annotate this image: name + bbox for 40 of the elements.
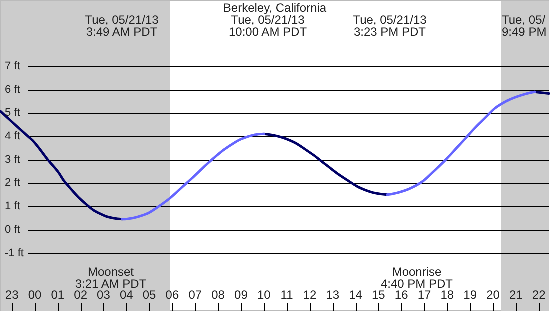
y-tick-label: 5 ft <box>5 107 20 120</box>
y-tick-label: 4 ft <box>5 130 20 142</box>
x-tick-label: 17 <box>418 288 432 302</box>
annotation: Moonset 3:21 AM PDT <box>75 265 148 291</box>
x-tick-label: 12 <box>303 288 317 302</box>
x-tick-label: 18 <box>440 288 454 302</box>
y-tick-label: -1 ft <box>5 247 24 260</box>
x-tick-label: 16 <box>394 288 409 302</box>
x-tick-label: 19 <box>464 288 478 302</box>
x-tick-label: 14 <box>349 288 363 302</box>
x-tick-label: 22 <box>532 288 546 302</box>
x-tick-label: 03 <box>97 288 111 302</box>
chart-title: Berkeley, California <box>223 1 327 15</box>
x-tick-label: 23 <box>5 288 20 302</box>
y-tick-label: 0 ft <box>5 224 20 236</box>
annotation: Tue, 05/21/13 3:23 PM PDT <box>353 13 428 39</box>
x-tick-label: 15 <box>372 288 386 302</box>
annotation: Tue, 05/ 9:49 PM <box>502 13 547 39</box>
x-tick-label: 00 <box>28 288 42 302</box>
x-tick-label: 11 <box>280 288 294 302</box>
annotation: Tue, 05/21/13 3:49 AM PDT <box>85 13 160 39</box>
x-tick-label: 21 <box>509 288 524 302</box>
y-tick-label: 1 ft <box>5 200 20 213</box>
annotation: Moonrise 4:40 PM PDT <box>380 265 454 291</box>
y-tick-label: 3 ft <box>5 154 20 166</box>
x-tick-label: 01 <box>51 288 65 302</box>
x-tick-label: 08 <box>212 288 226 302</box>
x-tick-label: 02 <box>74 288 88 302</box>
x-tick-label: 09 <box>234 288 248 302</box>
annotation: Tue, 05/21/13 10:00 AM PDT <box>228 13 308 39</box>
y-tick-label: 2 ft <box>5 177 20 190</box>
x-tick-label: 04 <box>120 288 134 302</box>
x-tick-label: 06 <box>166 288 180 302</box>
x-tick-label: 05 <box>142 288 157 302</box>
x-tick-label: 20 <box>486 288 500 302</box>
x-tick-label: 07 <box>188 288 202 302</box>
x-tick-label: 13 <box>326 288 340 302</box>
y-tick-label: 6 ft <box>5 84 20 96</box>
y-tick-label: 7 ft <box>5 60 20 72</box>
x-tick-label: 10 <box>257 288 272 302</box>
